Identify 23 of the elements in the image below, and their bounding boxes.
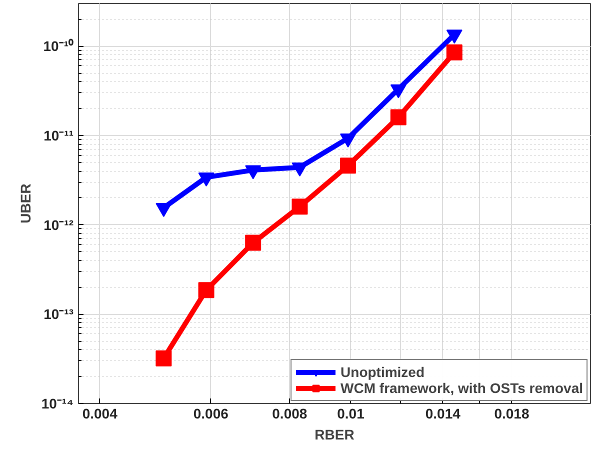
point <box>245 165 262 180</box>
point <box>340 133 356 148</box>
x-tick-label: 0.008 <box>272 406 308 422</box>
point <box>292 198 308 215</box>
y-tick-label: 10⁻¹² <box>44 216 74 233</box>
x-tick-label: 0.004 <box>82 406 118 422</box>
point <box>340 158 356 174</box>
point <box>198 172 214 186</box>
x-tick-label: 0.01 <box>337 406 365 422</box>
y-tick-label: 10⁻¹⁴ <box>41 396 74 412</box>
y-tick-label: 10⁻¹³ <box>44 306 74 322</box>
x-tick-label: 0.018 <box>494 406 530 422</box>
x-tick-label: 0.006 <box>193 406 229 422</box>
point <box>292 162 308 176</box>
legend-label: Unoptimized <box>340 364 425 380</box>
legend-label: WCM framework, with OSTs removal <box>340 380 583 396</box>
point <box>198 282 214 298</box>
point <box>245 234 262 251</box>
y-axis-title: UBER <box>17 184 34 224</box>
y-tick-label: 10⁻¹⁰ <box>43 38 74 54</box>
x-tick-label: 0.014 <box>425 406 461 422</box>
x-axis-title: RBER <box>314 426 354 442</box>
y-tick-label: 10⁻¹¹ <box>44 127 74 144</box>
